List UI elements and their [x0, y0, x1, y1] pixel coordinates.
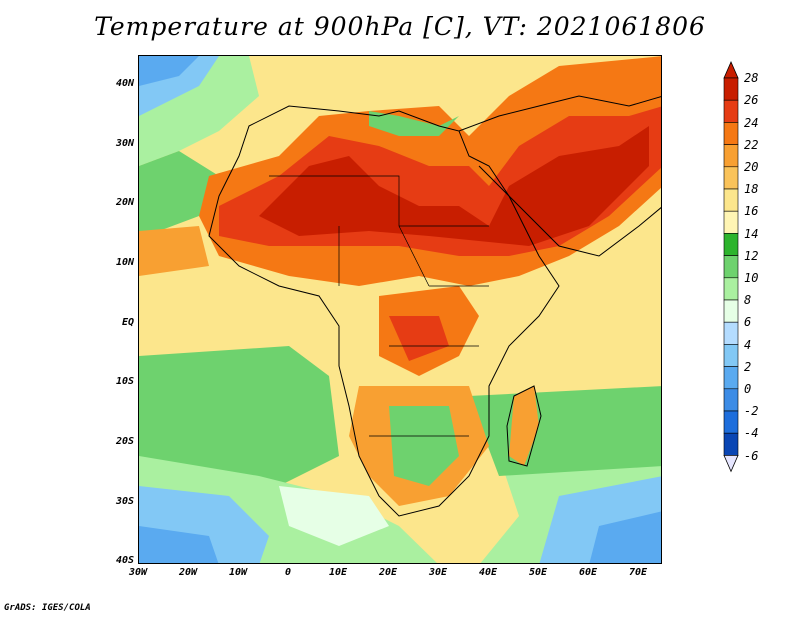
ocean-field-sw [139, 346, 339, 486]
colorbar-segment [723, 321, 739, 345]
lon-tick: 70E [628, 567, 648, 578]
lon-tick: 0 [284, 567, 292, 578]
lat-tick: 40N [115, 78, 134, 89]
credit-text: GrADS: IGES/COLA [4, 603, 91, 613]
colorbar-label: 4 [744, 337, 752, 352]
lon-tick: 30W [128, 567, 148, 578]
colorbar-segment [723, 388, 739, 412]
colorbar-label: -2 [744, 404, 759, 419]
south-africa-cool [389, 406, 459, 486]
ocean-field-s-pale [279, 486, 389, 546]
chart-title: Temperature at 900hPa [C], VT: 202106180… [94, 12, 706, 41]
colorbar-segment [723, 77, 739, 101]
colorbar-segment [723, 299, 739, 323]
colorbar-label: 14 [744, 226, 759, 241]
colorbar-segment [723, 255, 739, 279]
colorbar-segment [723, 233, 739, 256]
africa-coastline [208, 105, 560, 517]
colorbar-label: 18 [744, 182, 759, 197]
colorbar-label: 22 [744, 137, 759, 152]
colorbar-label: 26 [744, 93, 759, 108]
colorbar-label: -6 [744, 448, 759, 463]
colorbar-label: 0 [744, 382, 752, 396]
colorbar-label: 28 [744, 71, 759, 86]
lat-tick: 30N [115, 138, 134, 149]
colorbar-label: 8 [744, 293, 752, 308]
colorbar-segment [723, 99, 739, 123]
temperature-map [138, 55, 662, 564]
country-borders [269, 175, 489, 437]
lon-tick: 10E [328, 567, 348, 578]
madagascar-field [509, 386, 539, 466]
lon-tick: 60E [578, 567, 598, 578]
lon-tick: 40E [478, 567, 498, 578]
colorbar-segment [723, 122, 739, 145]
ocean-field-corner [139, 56, 199, 86]
colorbar-label: 12 [744, 248, 759, 263]
lat-tick: EQ [121, 317, 134, 328]
colorbar-label: 2 [744, 359, 752, 374]
colorbar-segment [723, 188, 739, 212]
colorbar-top-arrow [723, 61, 739, 79]
colorbar-label: 6 [744, 315, 752, 330]
colorbar-label: -4 [744, 426, 759, 441]
ocean-field-s-cold [139, 526, 219, 563]
lat-tick: 20S [115, 436, 134, 447]
colorbar-segment [723, 144, 739, 168]
colorbar-label: 10 [744, 271, 759, 285]
colorbar-segment [723, 432, 739, 456]
lat-tick: 10N [115, 257, 134, 268]
ocean-field-w [139, 151, 219, 231]
lon-tick: 30E [428, 567, 448, 578]
lat-tick: 20N [115, 197, 134, 208]
med-field [369, 111, 459, 136]
colorbar-label: 16 [744, 204, 759, 219]
madagascar-coastline [506, 385, 542, 467]
colorbar-bottom-arrow [723, 455, 739, 473]
lat-tick: 30S [115, 496, 134, 507]
ocean-field-w-warm [139, 226, 209, 276]
lon-tick: 20E [378, 567, 398, 578]
arabia-coastline [458, 95, 661, 257]
colorbar-label: 20 [744, 160, 759, 174]
lon-tick: 50E [528, 567, 548, 578]
colorbar-segment [723, 210, 739, 234]
colorbar-segment [723, 410, 739, 434]
colorbar-segment [723, 166, 739, 190]
ocean-field-indian [469, 386, 661, 476]
colorbar-label: 24 [744, 115, 759, 130]
ocean-field-se-cold [589, 511, 661, 563]
map-canvas [139, 56, 661, 563]
central-hot [389, 316, 449, 361]
lat-tick: 10S [115, 376, 134, 387]
colorbar [723, 61, 739, 473]
colorbar-segment [723, 344, 739, 367]
colorbar-segment [723, 277, 739, 301]
lon-tick: 20W [178, 567, 198, 578]
lat-tick: 40S [115, 555, 134, 566]
hot-region-core [259, 126, 649, 246]
lon-tick: 10W [228, 567, 248, 578]
colorbar-segment [723, 366, 739, 390]
